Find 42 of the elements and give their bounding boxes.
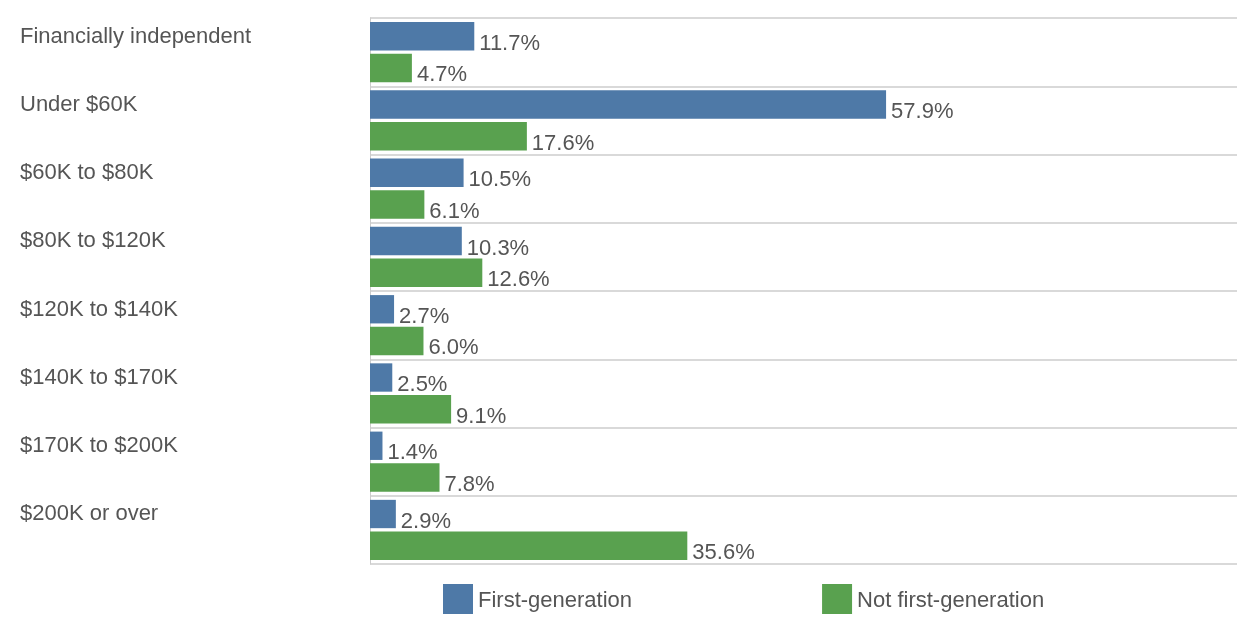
bar [370,326,424,356]
y-tick-label: $200K or over [20,500,159,526]
data-label: 1.4% [387,439,438,465]
data-label: 4.7% [416,61,468,87]
data-label: 9.1% [456,402,507,428]
data-label: 7.8% [444,470,495,496]
y-tick-label: $120K to $140K [20,295,179,321]
bar [370,226,462,256]
y-tick-label: $60K to $80K [20,159,154,185]
bar [370,258,483,287]
bar [370,395,452,424]
bar [370,122,527,151]
data-label: 35.6% [692,539,755,565]
data-label: 6.1% [429,197,480,223]
bar [370,463,440,492]
bar [370,363,393,392]
data-label: 10.5% [468,166,531,192]
data-label: 17.6% [531,129,595,155]
bar [370,499,396,529]
bar [370,22,475,51]
legend-label: Not first-generation [857,586,1045,612]
data-label: 11.7% [479,29,541,55]
legend-label: First-generation [478,586,633,612]
bar [370,295,395,324]
bar [370,190,425,219]
bar [370,431,383,460]
bar [370,53,412,83]
data-label: 2.7% [399,302,450,328]
bar [370,90,887,119]
y-tick-label: $170K to $200K [20,432,179,458]
y-tick-label: Financially independent [20,22,252,48]
y-tick-label: Under $60K [20,90,138,116]
data-label: 2.9% [400,507,451,533]
data-label: 57.9% [891,98,954,124]
y-tick-label: $80K to $120K [20,227,166,253]
data-label: 10.3% [466,234,530,260]
data-label: 6.0% [428,334,479,360]
data-label: 2.5% [397,371,448,397]
bar [370,158,464,187]
data-label: 12.6% [487,266,550,292]
y-tick-label: $140K to $170K [20,363,179,389]
bar [370,531,688,560]
